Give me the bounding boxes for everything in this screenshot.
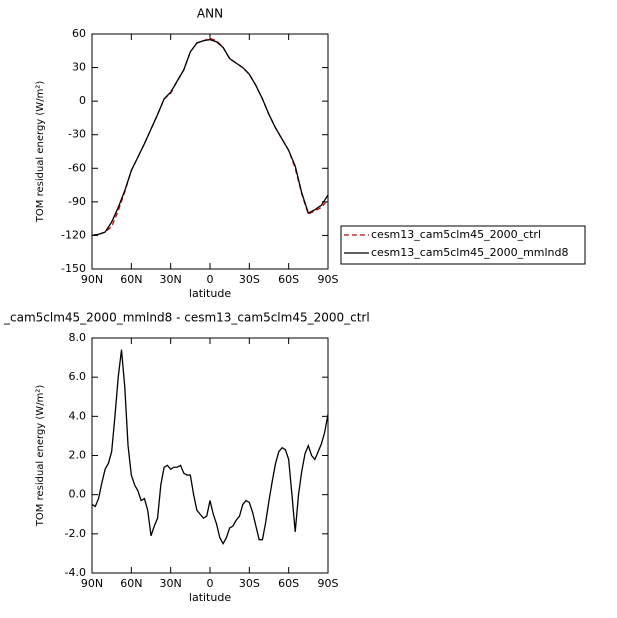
y-tick-label: -2.0	[65, 527, 86, 540]
x-tick-label: 60N	[120, 577, 142, 590]
x-tick-label: 30S	[239, 273, 260, 286]
x-tick-label: 0	[207, 273, 214, 286]
x-tick-label: 60S	[278, 577, 299, 590]
legend-label: cesm13_cam5clm45_2000_ctrl	[371, 228, 541, 241]
x-tick-label: 30S	[239, 577, 260, 590]
chart-title: ANN	[197, 7, 223, 21]
chart-title: _cam5clm45_2000_mmlnd8 - cesm13_cam5clm4…	[3, 311, 370, 325]
y-axis-label: TOM residual energy (W/m²)	[35, 81, 46, 224]
y-tick-label: -4.0	[65, 566, 86, 579]
x-tick-label: 30N	[160, 577, 182, 590]
y-tick-label: 0	[79, 94, 86, 107]
x-tick-label: 60S	[278, 273, 299, 286]
data-line	[91, 37, 329, 237]
y-tick-label: 2.0	[69, 449, 87, 462]
x-tick-label: 0	[207, 577, 214, 590]
x-axis-label: latitude	[189, 287, 231, 300]
plot-frame	[91, 33, 329, 270]
x-tick-label: 30N	[160, 273, 182, 286]
legend-label: cesm13_cam5clm45_2000_mmlnd8	[371, 246, 569, 259]
x-tick-label: 90N	[81, 273, 103, 286]
plot-frame	[91, 337, 329, 574]
y-tick-label: -120	[61, 228, 86, 241]
y-axis-label: TOM residual energy (W/m²)	[35, 385, 46, 528]
legend-box	[340, 225, 586, 265]
y-tick-label: 8.0	[69, 331, 87, 344]
x-tick-label: 90S	[318, 273, 339, 286]
x-tick-label: 60N	[120, 273, 142, 286]
y-tick-label: 30	[72, 61, 86, 74]
y-tick-label: 60	[72, 27, 86, 40]
data-line	[91, 349, 329, 545]
y-tick-label: -90	[68, 195, 86, 208]
y-tick-label: -30	[68, 128, 86, 141]
data-line	[91, 38, 329, 237]
x-tick-label: 90S	[318, 577, 339, 590]
y-tick-label: 6.0	[69, 370, 87, 383]
x-tick-label: 90N	[81, 577, 103, 590]
y-tick-label: 4.0	[69, 409, 87, 422]
y-tick-label: -150	[61, 262, 86, 275]
y-tick-label: 0.0	[69, 488, 87, 501]
x-axis-label: latitude	[189, 591, 231, 604]
y-tick-label: -60	[68, 161, 86, 174]
